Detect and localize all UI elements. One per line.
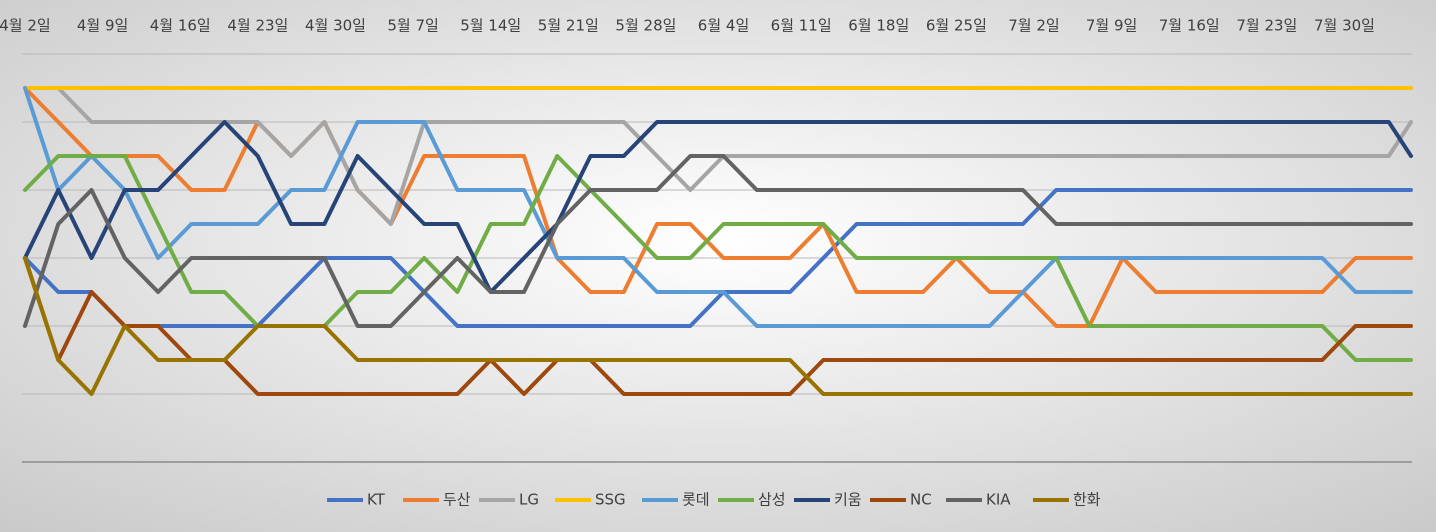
x-tick-label: 5월 21일 [538, 17, 599, 35]
x-tick-label: 7월 16일 [1159, 17, 1220, 35]
legend-label: 롯데 [682, 491, 710, 509]
x-tick-label: 4월 16일 [150, 17, 211, 35]
x-tick-label: 6월 25일 [926, 17, 987, 35]
legend-label: LG [519, 491, 539, 509]
x-tick-label: 6월 18일 [848, 17, 909, 35]
x-tick-label: 7월 2일 [1008, 17, 1059, 35]
x-tick-label: 4월 9일 [77, 17, 128, 35]
legend-label: 삼성 [758, 491, 786, 509]
x-tick-label: 5월 14일 [460, 17, 521, 35]
x-tick-label: 5월 28일 [615, 17, 676, 35]
x-tick-label: 7월 23일 [1236, 17, 1297, 35]
legend-label: 키움 [834, 491, 862, 509]
series-line [23, 256, 1413, 396]
series-line [23, 256, 1413, 396]
series-line [23, 86, 1413, 328]
x-tick-label: 7월 9일 [1086, 17, 1137, 35]
x-tick-label: 6월 11일 [771, 17, 832, 35]
legend-label: SSG [595, 491, 626, 509]
x-tick-label: 4월 30일 [305, 17, 366, 35]
x-tick-label: 7월 30일 [1314, 17, 1375, 35]
x-tick-label: 5월 7일 [387, 17, 438, 35]
series-line [23, 154, 1413, 328]
legend-label: NC [910, 491, 932, 509]
legend-label: 두산 [443, 491, 471, 509]
x-tick-label: 4월 23일 [227, 17, 288, 35]
legend-label: 한화 [1073, 491, 1101, 509]
legend-label: KT [367, 491, 386, 509]
legend-label: KIA [986, 491, 1011, 509]
x-tick-label: 4월 2일 [0, 17, 51, 35]
x-tick-label: 6월 4일 [698, 17, 749, 35]
series-line [23, 120, 1413, 294]
